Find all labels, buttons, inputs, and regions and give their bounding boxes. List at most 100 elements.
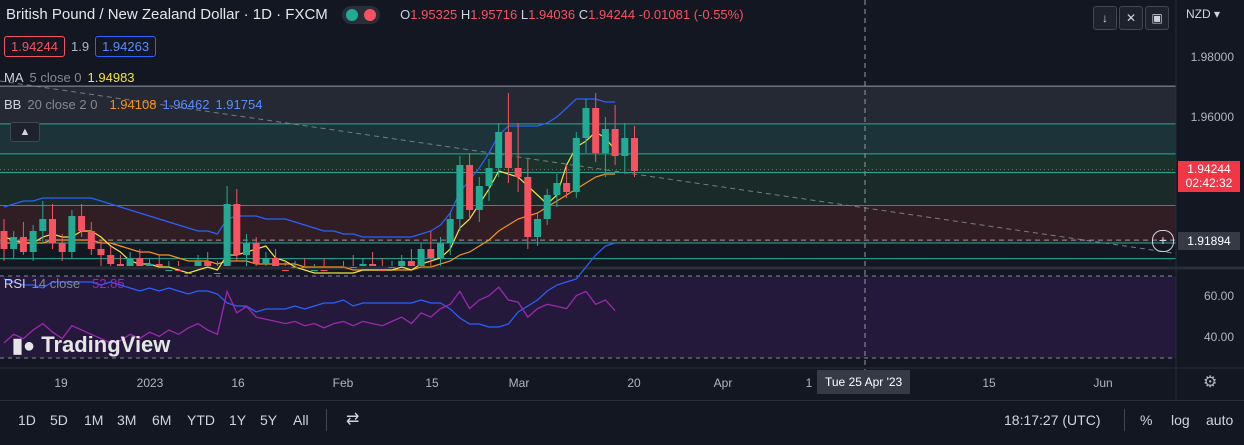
timeframe-1m[interactable]: 1M: [84, 412, 104, 428]
candle-body: [553, 183, 561, 195]
candle-body: [378, 270, 386, 271]
candle-body: [58, 243, 66, 252]
fullscreen-button[interactable]: ▣: [1145, 6, 1169, 30]
rsi-legend[interactable]: RSI 14 close 52.85: [4, 276, 125, 291]
time-tick: 2023: [136, 376, 164, 390]
time-tick: 1: [805, 376, 813, 390]
candle-body: [49, 219, 56, 243]
candle-countdown: 02:42:32: [1185, 176, 1233, 190]
compare-icon[interactable]: ⇄: [346, 411, 360, 428]
timeframe-3m[interactable]: 3M: [117, 412, 137, 428]
percent-toggle[interactable]: %: [1140, 412, 1153, 428]
candle-body: [107, 255, 115, 264]
scroll-down-button[interactable]: ↓: [1093, 6, 1117, 30]
candle-body: [19, 237, 27, 252]
bb-basis-line: [4, 173, 616, 271]
tradingview-logo-icon: ▮●: [12, 335, 36, 357]
auto-toggle[interactable]: auto: [1206, 412, 1234, 428]
timeframe-all[interactable]: All: [293, 412, 309, 428]
candle-body: [97, 249, 105, 255]
candle-body: [456, 165, 464, 219]
ask-button[interactable]: 1.94263: [95, 36, 157, 57]
timeframe-1y[interactable]: 1Y: [229, 412, 247, 428]
level-zone: [0, 172, 1176, 206]
time-tick: 16: [231, 376, 245, 390]
candle-body: [233, 204, 241, 255]
rsi-tick: 60.00: [1203, 289, 1234, 303]
candle-body: [87, 231, 95, 249]
log-toggle[interactable]: log: [1171, 412, 1190, 428]
candle-body: [369, 264, 377, 266]
rsi-line: [3, 286, 616, 344]
timeframe-6m[interactable]: 6M: [152, 412, 172, 428]
candle-body: [291, 267, 299, 268]
chevron-down-icon: ▾: [1214, 7, 1221, 21]
candle-body: [10, 237, 18, 249]
time-tick: 15: [425, 376, 439, 390]
time-tick: Feb: [332, 376, 354, 390]
candle-body: [272, 258, 280, 266]
currency-selector[interactable]: NZD ▾: [1186, 7, 1221, 21]
gear-icon[interactable]: ⚙: [1203, 374, 1218, 391]
rsi-band: [0, 276, 1176, 358]
candle-body: [252, 243, 260, 264]
candle-body: [78, 216, 86, 231]
candle-body: [407, 261, 415, 266]
candle-body: [504, 132, 512, 168]
toolbar-divider: [326, 409, 327, 431]
candle-body: [310, 270, 318, 271]
candle-body: [572, 138, 580, 192]
bid-button[interactable]: 1.94244: [4, 36, 65, 57]
bb-legend[interactable]: BB 20 close 2 0 1.94108 1.96462 1.91754: [4, 97, 263, 112]
candle-body: [184, 273, 192, 274]
candle-body: [116, 264, 124, 266]
candle-body: [359, 264, 367, 266]
candle-body: [466, 165, 474, 210]
time-tick: Apr: [713, 376, 733, 390]
candle-body: [136, 258, 144, 266]
chevron-up-icon: ▲: [19, 126, 31, 138]
price-tick: 1.96000: [1190, 110, 1234, 124]
candle-body: [427, 249, 435, 258]
fit-button[interactable]: ✕: [1119, 6, 1143, 30]
symbol-title: British Pound / New Zealand Dollar · 1D …: [6, 6, 328, 23]
crosshair-date-tag: Tue 25 Apr '23: [817, 370, 911, 394]
collapse-legend-button[interactable]: ▲: [10, 122, 40, 142]
candle-body: [223, 204, 231, 266]
candle-body: [39, 219, 47, 231]
candle-body: [155, 264, 163, 266]
candle-body: [204, 261, 212, 266]
timeframe-5d[interactable]: 5D: [50, 412, 68, 428]
utc-clock[interactable]: 18:17:27 (UTC): [1004, 412, 1101, 428]
candle-body: [611, 129, 619, 156]
arrow-down-icon: ↓: [1102, 11, 1108, 25]
candle-body: [262, 258, 270, 264]
candle-body: [475, 186, 483, 210]
candle-body: [582, 108, 590, 138]
market-status-toggle[interactable]: [341, 6, 380, 25]
tradingview-watermark: ▮● TradingView: [12, 332, 171, 357]
candle-body: [349, 267, 357, 268]
fullscreen-icon: ▣: [1151, 11, 1163, 25]
timeframe-5y[interactable]: 5Y: [260, 412, 278, 428]
ohlc-readout: O1.95325 H1.95716 L1.94036 C1.94244 -0.0…: [400, 7, 744, 22]
time-tick: 19: [54, 376, 68, 390]
plus-circle-icon[interactable]: +: [1152, 230, 1174, 252]
ma-line: [3, 131, 616, 274]
chart-canvas[interactable]: [0, 0, 1244, 400]
ma-legend[interactable]: MA 5 close 0 1.94983: [4, 70, 135, 85]
chart-title: British Pound / New Zealand Dollar · 1D …: [6, 6, 744, 25]
spread-value: 1.9: [71, 39, 90, 54]
candle-body: [495, 132, 503, 168]
timeframe-ytd[interactable]: YTD: [187, 412, 215, 428]
level-zone: [0, 153, 1176, 173]
time-tick: Jun: [1093, 376, 1113, 390]
candle-body: [601, 129, 609, 153]
candle-body: [175, 270, 183, 271]
candle-body: [631, 138, 638, 171]
timeframe-1d[interactable]: 1D: [18, 412, 36, 428]
bid-ask-row: 1.94244 1.9 1.94263: [4, 36, 157, 57]
close-value: 1.94244: [588, 7, 636, 22]
toolbar-divider: [1124, 409, 1125, 431]
rsi-tick: 40.00: [1203, 330, 1234, 344]
